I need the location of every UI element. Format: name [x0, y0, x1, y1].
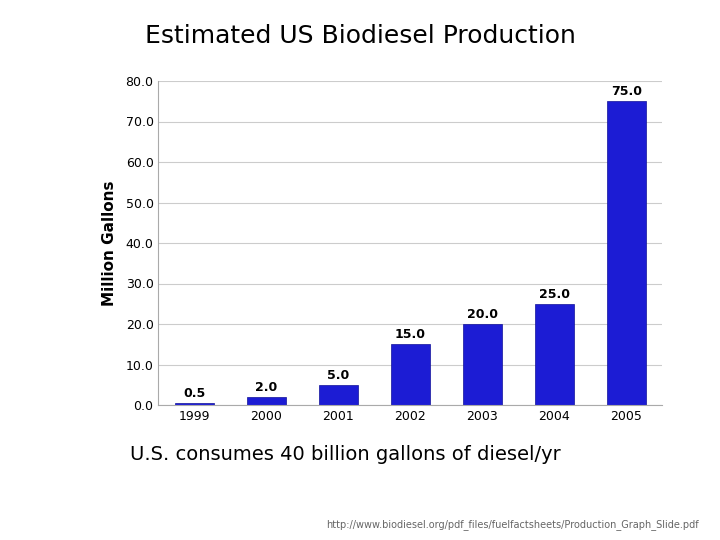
Text: Estimated US Biodiesel Production: Estimated US Biodiesel Production [145, 24, 575, 48]
Text: 25.0: 25.0 [539, 288, 570, 301]
Bar [534, 303, 575, 405]
Bar [319, 384, 359, 405]
Bar [174, 403, 215, 405]
Text: 0.5: 0.5 [184, 387, 205, 400]
Text: http://www.biodiesel.org/pdf_files/fuelfactsheets/Production_Graph_Slide.pdf: http://www.biodiesel.org/pdf_files/fuelf… [325, 519, 698, 530]
Bar [391, 345, 431, 405]
Text: 20.0: 20.0 [467, 308, 498, 321]
Text: 5.0: 5.0 [328, 369, 349, 382]
Bar [246, 397, 287, 405]
Bar [606, 102, 647, 405]
Text: 75.0: 75.0 [611, 85, 642, 98]
Text: 2.0: 2.0 [256, 381, 277, 394]
Text: 15.0: 15.0 [395, 328, 426, 341]
Y-axis label: Million Gallons: Million Gallons [102, 180, 117, 306]
Text: U.S. consumes 40 billion gallons of diesel/yr: U.S. consumes 40 billion gallons of dies… [130, 446, 560, 464]
Bar [463, 324, 503, 405]
